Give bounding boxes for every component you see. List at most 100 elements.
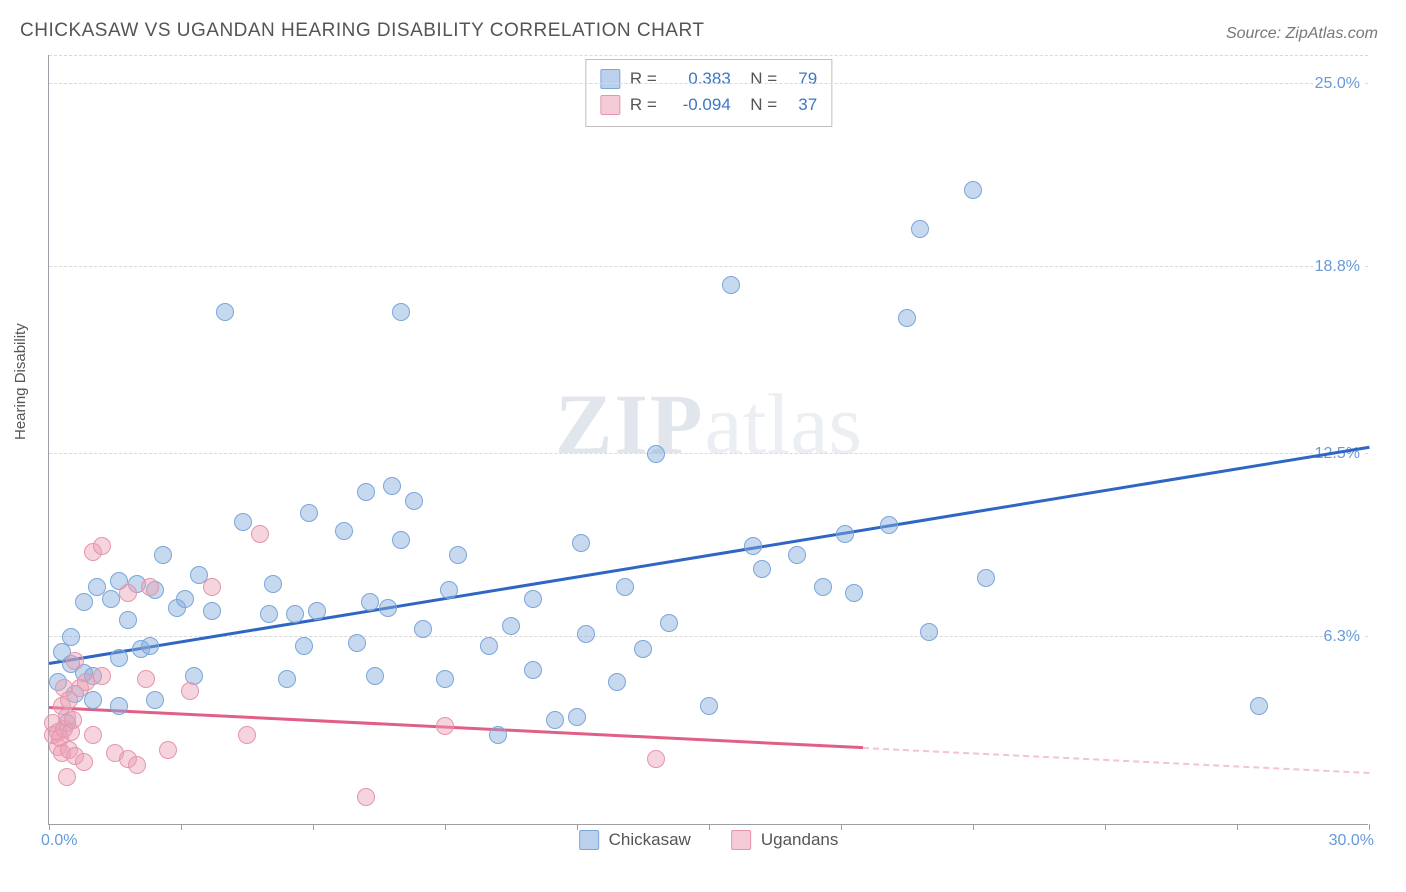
- data-point: [137, 670, 155, 688]
- watermark: ZIPatlas: [555, 374, 862, 474]
- data-point: [216, 303, 234, 321]
- y-tick-label: 25.0%: [1315, 75, 1364, 93]
- data-point: [58, 768, 76, 786]
- x-tick-label: 30.0%: [1329, 832, 1374, 850]
- data-point: [836, 525, 854, 543]
- y-tick-label: 6.3%: [1324, 628, 1364, 646]
- data-point: [414, 620, 432, 638]
- data-point: [366, 667, 384, 685]
- chart-title: CHICKASAW VS UGANDAN HEARING DISABILITY …: [20, 20, 704, 42]
- data-point: [577, 625, 595, 643]
- data-point: [436, 717, 454, 735]
- data-point: [264, 575, 282, 593]
- data-point: [647, 445, 665, 463]
- data-point: [880, 516, 898, 534]
- data-point: [181, 682, 199, 700]
- x-tick-label: 0.0%: [41, 832, 77, 850]
- data-point: [357, 788, 375, 806]
- data-point: [102, 590, 120, 608]
- swatch-icon: [731, 830, 751, 850]
- data-point: [75, 593, 93, 611]
- trendline: [49, 445, 1369, 664]
- data-point: [524, 590, 542, 608]
- legend-item-series1: Chickasaw: [579, 830, 691, 850]
- data-point: [405, 492, 423, 510]
- data-point: [141, 637, 159, 655]
- x-tick: [709, 824, 710, 830]
- data-point: [278, 670, 296, 688]
- data-point: [146, 691, 164, 709]
- data-point: [753, 560, 771, 578]
- trendline-extension: [863, 747, 1369, 774]
- data-point: [66, 652, 84, 670]
- data-point: [436, 670, 454, 688]
- data-point: [119, 611, 137, 629]
- data-point: [234, 513, 252, 531]
- data-point: [568, 708, 586, 726]
- legend-item-series2: Ugandans: [731, 830, 839, 850]
- stats-row-series2: R = -0.094 N = 37: [600, 92, 817, 118]
- data-point: [335, 522, 353, 540]
- data-point: [154, 546, 172, 564]
- data-point: [898, 309, 916, 327]
- data-point: [141, 578, 159, 596]
- data-point: [295, 637, 313, 655]
- data-point: [489, 726, 507, 744]
- data-point: [546, 711, 564, 729]
- stats-legend-box: R = 0.383 N = 79 R = -0.094 N = 37: [585, 59, 832, 127]
- x-tick: [577, 824, 578, 830]
- data-point: [93, 537, 111, 555]
- data-point: [176, 590, 194, 608]
- data-point: [308, 602, 326, 620]
- x-tick: [1369, 824, 1370, 830]
- data-point: [119, 584, 137, 602]
- data-point: [300, 504, 318, 522]
- data-point: [722, 276, 740, 294]
- x-tick: [1105, 824, 1106, 830]
- data-point: [744, 537, 762, 555]
- data-point: [608, 673, 626, 691]
- x-tick: [841, 824, 842, 830]
- data-point: [920, 623, 938, 641]
- data-point: [62, 628, 80, 646]
- data-point: [647, 750, 665, 768]
- bottom-legend: Chickasaw Ugandans: [579, 830, 839, 850]
- data-point: [348, 634, 366, 652]
- data-point: [572, 534, 590, 552]
- data-point: [64, 711, 82, 729]
- data-point: [128, 756, 146, 774]
- data-point: [286, 605, 304, 623]
- y-tick-label: 18.8%: [1315, 258, 1364, 276]
- gridline: [49, 55, 1368, 56]
- x-tick: [313, 824, 314, 830]
- data-point: [251, 525, 269, 543]
- x-tick: [445, 824, 446, 830]
- data-point: [814, 578, 832, 596]
- x-tick: [973, 824, 974, 830]
- gridline: [49, 83, 1368, 84]
- data-point: [361, 593, 379, 611]
- swatch-icon: [600, 69, 620, 89]
- data-point: [110, 697, 128, 715]
- data-point: [260, 605, 278, 623]
- data-point: [1250, 697, 1268, 715]
- gridline: [49, 453, 1368, 454]
- data-point: [159, 741, 177, 759]
- data-point: [634, 640, 652, 658]
- data-point: [616, 578, 634, 596]
- data-point: [110, 649, 128, 667]
- data-point: [977, 569, 995, 587]
- x-tick: [181, 824, 182, 830]
- data-point: [440, 581, 458, 599]
- y-axis-label: Hearing Disability: [12, 323, 29, 440]
- data-point: [964, 181, 982, 199]
- gridline: [49, 266, 1368, 267]
- data-point: [911, 220, 929, 238]
- swatch-icon: [579, 830, 599, 850]
- stats-row-series1: R = 0.383 N = 79: [600, 66, 817, 92]
- data-point: [392, 303, 410, 321]
- data-point: [357, 483, 375, 501]
- x-tick: [49, 824, 50, 830]
- swatch-icon: [600, 95, 620, 115]
- data-point: [502, 617, 520, 635]
